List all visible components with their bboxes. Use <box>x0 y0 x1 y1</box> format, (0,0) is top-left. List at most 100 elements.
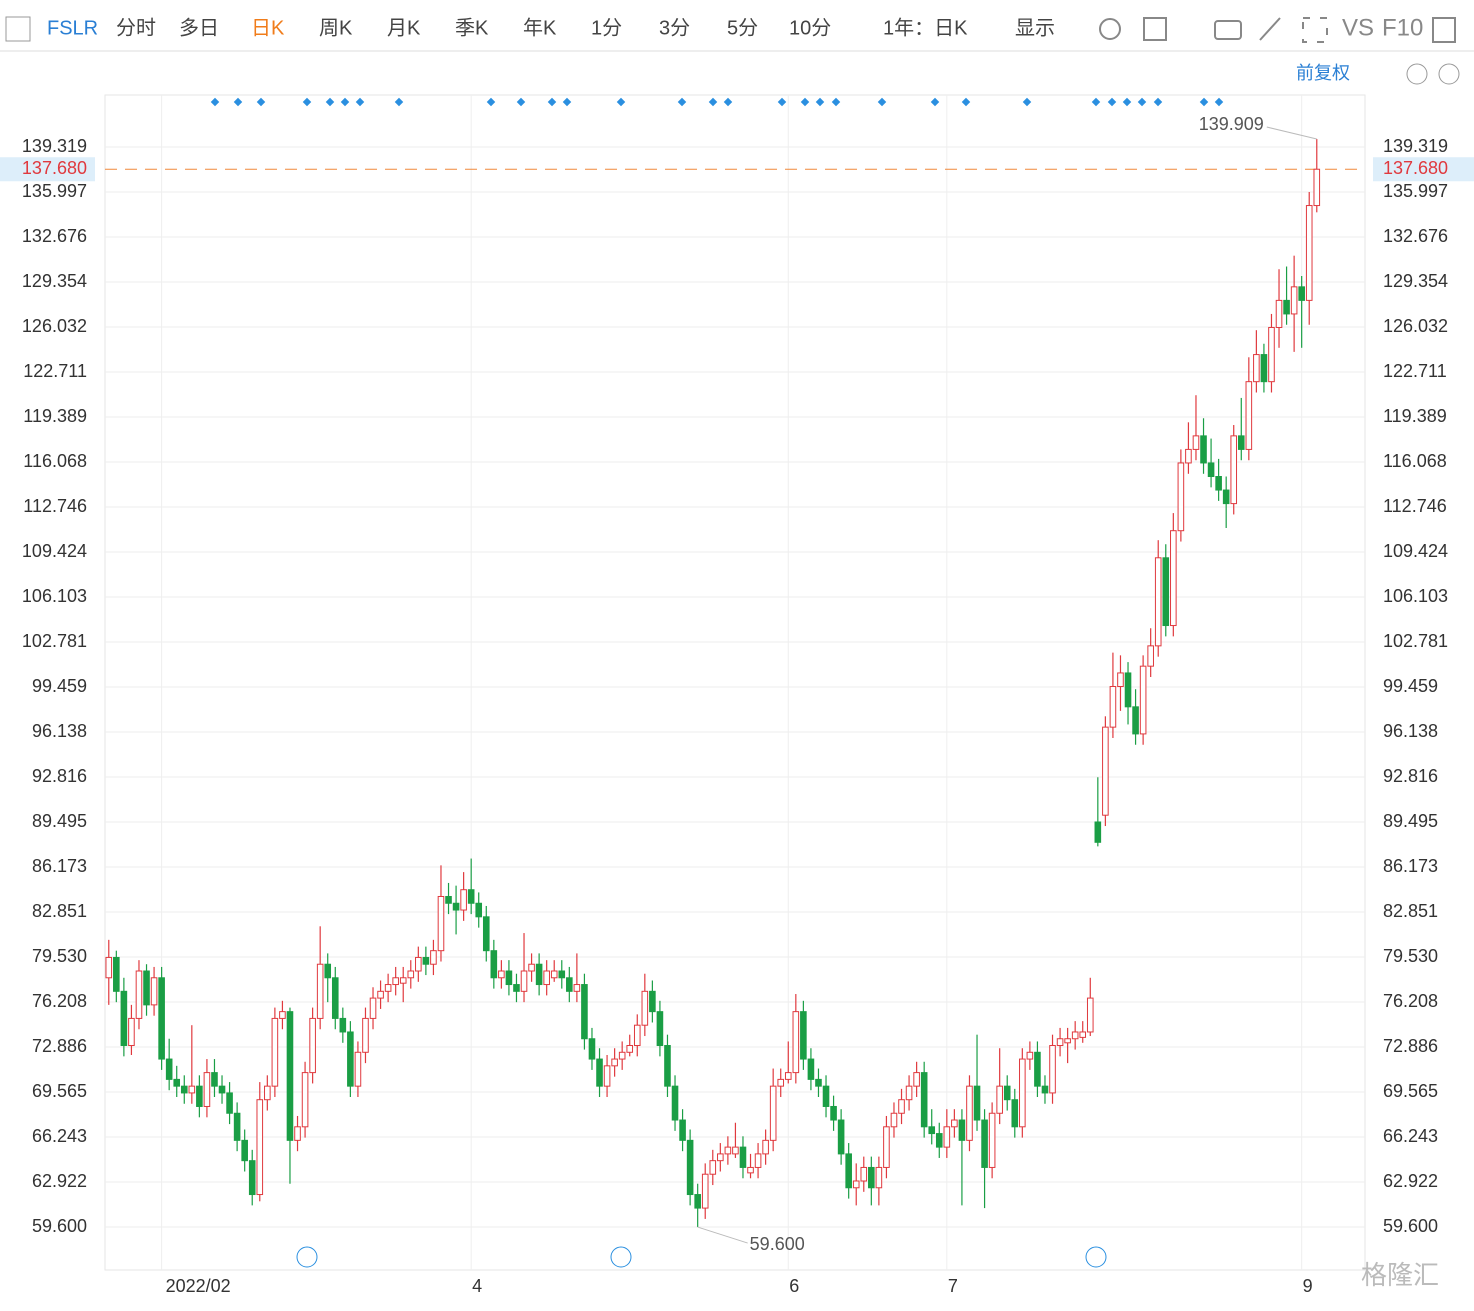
candle-body <box>520 970 528 992</box>
event-marker[interactable] <box>961 97 971 107</box>
candle-body <box>1305 205 1313 301</box>
event-marker[interactable] <box>1107 97 1117 107</box>
fullscreen-icon[interactable] <box>1302 17 1328 43</box>
earnings-marker[interactable] <box>296 1246 318 1268</box>
event-marker[interactable] <box>831 97 841 107</box>
zoom-out[interactable] <box>1406 63 1428 85</box>
pen-icon[interactable] <box>1259 17 1281 41</box>
candle-body <box>248 1160 256 1196</box>
event-marker[interactable] <box>815 97 825 107</box>
event-marker[interactable] <box>723 97 733 107</box>
candle-body <box>754 1153 762 1168</box>
adjust-button[interactable]: 前复权 <box>1296 63 1350 83</box>
event-marker[interactable] <box>547 97 557 107</box>
event-marker[interactable] <box>1022 97 1032 107</box>
candle-body <box>1034 1051 1041 1087</box>
event-marker[interactable] <box>677 97 687 107</box>
box-icon[interactable] <box>1143 17 1167 41</box>
candle-body <box>264 1085 271 1101</box>
sidebar-icon[interactable] <box>5 16 31 42</box>
candle-body <box>1200 435 1207 464</box>
symbol[interactable]: FSLR <box>47 17 98 39</box>
event-marker[interactable] <box>302 97 312 107</box>
candle-body <box>467 889 475 904</box>
tab[interactable]: 周K <box>319 17 353 39</box>
tab[interactable]: 季K <box>455 16 489 39</box>
candle-body <box>196 1085 203 1107</box>
tab[interactable]: 日K <box>251 17 285 39</box>
event-marker[interactable] <box>1153 97 1163 107</box>
event-marker[interactable] <box>708 97 718 107</box>
tab[interactable]: 分时 <box>116 16 156 39</box>
candle-body <box>339 1017 347 1033</box>
y-tick-label: 116.068 <box>23 451 87 471</box>
event-marker[interactable] <box>516 97 526 107</box>
tab[interactable]: 月K <box>387 17 421 39</box>
earnings-marker[interactable] <box>1085 1246 1107 1268</box>
display-select[interactable]: 显示 <box>1015 17 1055 39</box>
event-marker[interactable] <box>210 97 220 107</box>
event-marker[interactable] <box>616 97 626 107</box>
candle-body <box>1290 286 1298 315</box>
tab[interactable]: 5分 <box>727 16 758 39</box>
candle-body <box>1154 557 1162 647</box>
candle-body <box>701 1173 709 1209</box>
candle-body <box>1071 1031 1079 1040</box>
tab[interactable]: 年K <box>523 16 557 39</box>
vs-button[interactable]: VS <box>1342 14 1374 41</box>
panel-icon[interactable] <box>1432 17 1456 43</box>
tab[interactable]: 10分 <box>789 16 831 39</box>
candle-body <box>1003 1085 1011 1101</box>
candle-body <box>905 1085 913 1101</box>
event-marker[interactable] <box>325 97 335 107</box>
tab[interactable]: 多日 <box>179 16 219 39</box>
candle-body <box>709 1160 717 1175</box>
candle-body <box>913 1072 920 1087</box>
tab[interactable]: 1分 <box>591 16 622 39</box>
event-marker[interactable] <box>486 97 496 107</box>
event-marker[interactable] <box>1199 97 1209 107</box>
event-marker[interactable] <box>394 97 404 107</box>
candle-body <box>694 1194 701 1209</box>
f10-button[interactable]: F10 <box>1382 14 1423 41</box>
event-marker[interactable] <box>340 97 350 107</box>
event-marker[interactable] <box>1137 97 1147 107</box>
y-tick-label-right: 122.711 <box>1383 361 1447 381</box>
tab[interactable]: 3分 <box>659 16 690 39</box>
event-marker[interactable] <box>877 97 887 107</box>
y-tick-label: 119.389 <box>23 406 87 426</box>
event-marker[interactable] <box>1091 97 1101 107</box>
candle-body <box>815 1078 822 1087</box>
event-marker[interactable] <box>930 97 940 107</box>
plot: 59.600 59.600 62.922 62.922 66.243 66.243 69.5… <box>0 95 1474 1296</box>
event-marker[interactable] <box>256 97 266 107</box>
candle-body <box>1132 706 1139 735</box>
y-tick-label: 99.459 <box>32 676 87 696</box>
candle-body <box>845 1153 852 1189</box>
zoom-in[interactable] <box>1438 63 1460 85</box>
candle-body <box>505 970 513 986</box>
event-marker[interactable] <box>1122 97 1132 107</box>
candle-body <box>173 1078 181 1087</box>
candle-body <box>777 1078 785 1087</box>
event-marker[interactable] <box>355 97 365 107</box>
event-marker[interactable] <box>800 97 810 107</box>
range-select[interactable]: 1年：日K <box>883 16 968 39</box>
event-marker[interactable] <box>1214 97 1224 107</box>
candle-body <box>271 1017 279 1087</box>
camera-icon[interactable] <box>1214 20 1242 40</box>
last-price-bg <box>0 157 95 182</box>
y-tick-label: 102.781 <box>22 631 87 651</box>
y-tick-label-right: 102.781 <box>1383 631 1448 651</box>
settings-icon[interactable] <box>1099 18 1121 40</box>
candle-body <box>860 1166 868 1182</box>
earnings-marker[interactable] <box>610 1246 632 1268</box>
event-marker[interactable] <box>777 97 787 107</box>
candle-body <box>1253 354 1260 383</box>
event-marker[interactable] <box>562 97 572 107</box>
event-marker[interactable] <box>233 97 243 107</box>
y-tick-label: 76.208 <box>32 991 87 1011</box>
candle-body <box>807 1058 815 1080</box>
candle-body <box>475 902 483 918</box>
